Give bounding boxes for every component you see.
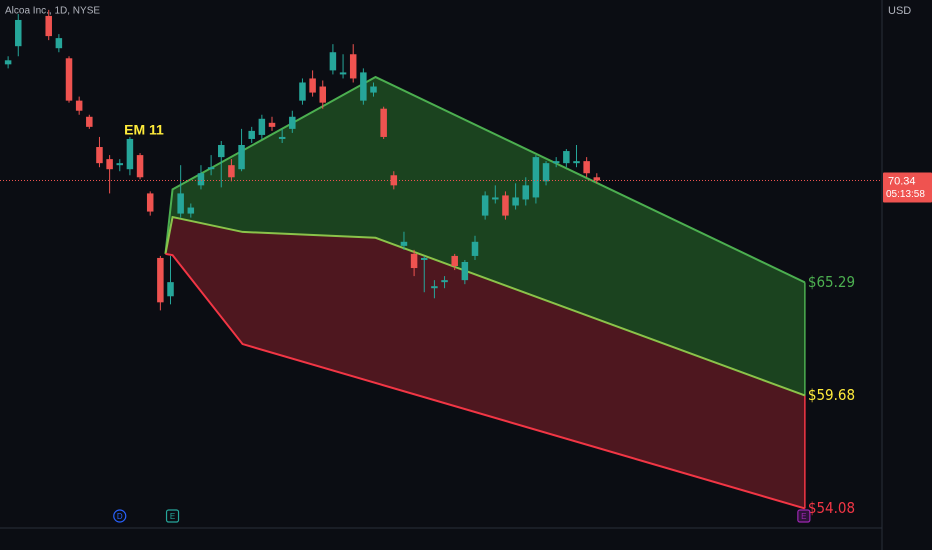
candle-body [573,161,580,164]
event-marker [165,509,180,523]
candle-body [319,86,327,103]
candle-body [512,197,519,206]
band-end-label: $54.08 [808,499,855,517]
candle-body [55,38,63,49]
zone-fill [165,217,805,509]
candle-body [45,15,52,37]
candle-body [502,195,509,216]
candle-body [86,116,93,127]
candle-body [583,161,590,174]
candle-body [309,78,316,93]
candle-body [238,145,245,170]
candle-body [593,177,601,181]
candle-body [75,100,83,111]
candle-body [563,151,570,164]
chart-title: Alcoa Inc., 1D, NYSE [5,6,100,17]
candle-body [65,58,73,101]
candle-body [349,54,357,79]
candle-body [532,157,540,198]
event-label: E [170,512,175,521]
candle-body [248,130,255,139]
candle-body [106,159,113,170]
candle-body [4,60,12,65]
candle-body [441,280,448,283]
plot: $65.29 $59.68 $54.08 [0,9,882,517]
band-line [164,215,806,397]
candle-body [410,253,418,269]
band-end-label: $65.29 [808,273,855,291]
candle-body [207,167,215,170]
candle-body [481,195,489,216]
candle-body [136,155,144,178]
candle-body [552,161,560,164]
candle-body [146,193,154,212]
candle-body [431,286,438,289]
candle-body [187,207,195,214]
event-marker [113,509,127,523]
candle-body [126,138,134,170]
candle-body [421,257,428,260]
candle-body [380,108,387,137]
event-label: D [117,512,123,521]
event-marker [797,509,811,523]
band-line [164,75,806,284]
current-price-box [883,172,932,203]
candle-body [177,193,184,214]
candle-body [360,72,367,101]
candle-body [370,86,377,93]
candle-body [492,197,499,200]
current-price-label: 70.34 [888,175,916,187]
annotation: EM 11 [124,122,164,138]
candle-body [218,145,225,158]
candle-body [197,173,205,186]
candle-body [167,282,174,297]
candle-body [542,163,550,182]
candle-body [228,165,235,178]
candle-body [471,241,479,256]
candle-body [96,147,103,164]
candle-body [157,257,164,303]
axes: 70.34 05:13:58 D E E [113,172,932,523]
zone-fills [165,77,806,509]
candle-body [258,118,266,135]
candle-body [268,122,276,127]
candle-body [461,261,469,281]
candle-body [451,255,458,267]
candle-body [15,19,22,47]
candle-body [339,72,347,75]
candle-body [299,82,306,101]
candle-body [289,116,296,129]
candle-body [400,241,408,246]
event-label: E [801,512,806,521]
candle-body [522,185,529,200]
band-line [165,252,806,510]
candle-body [329,52,337,71]
currency: USD [888,5,911,17]
candle-body [116,163,124,166]
countdown-label: 05:13:58 [886,189,925,200]
candle-body [278,136,286,139]
band-end-label: $59.68 [808,386,855,404]
zone-fill [165,77,805,396]
